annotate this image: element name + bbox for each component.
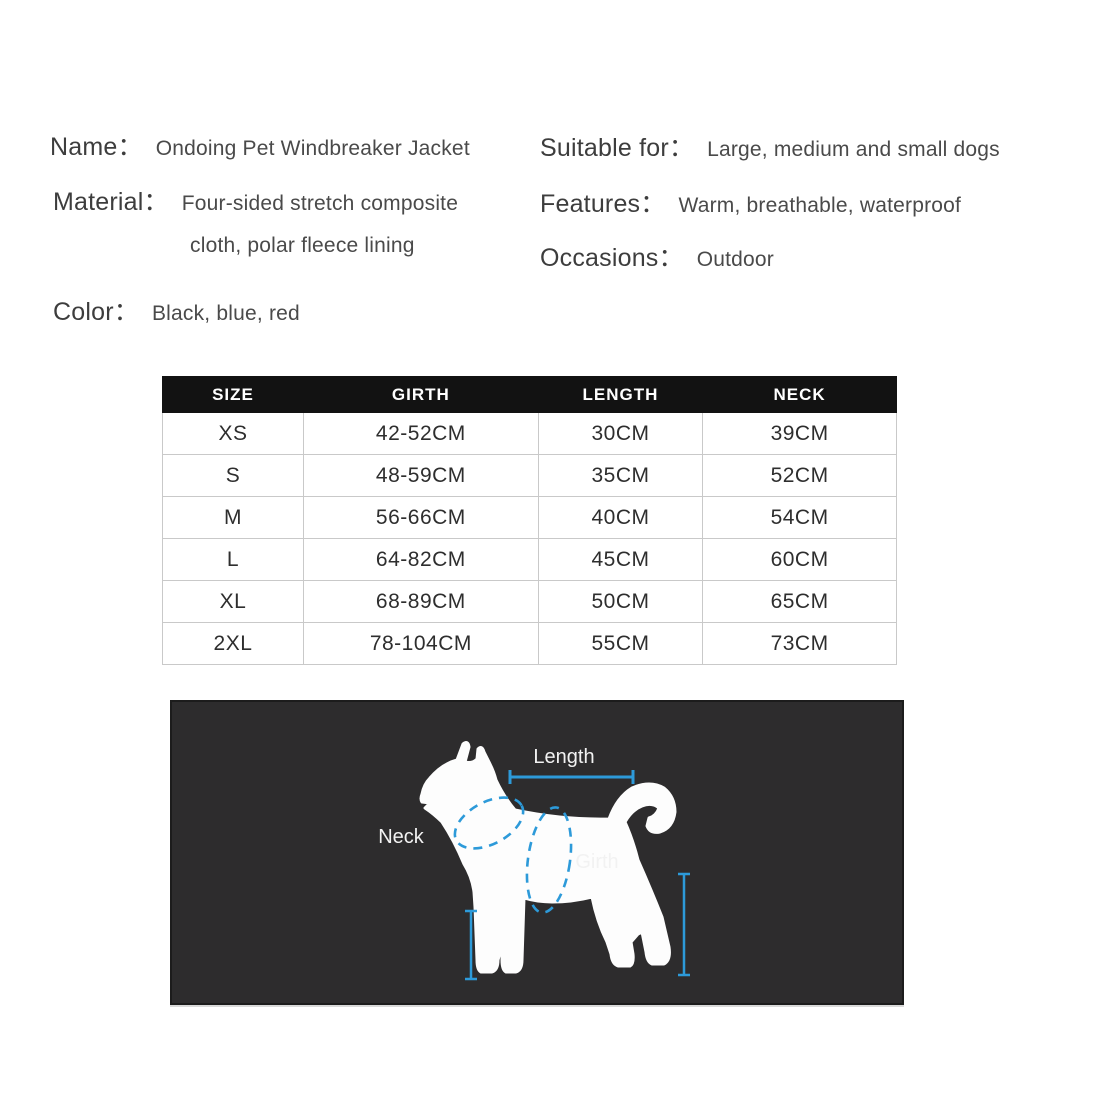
info-line-color: Color： Black, blue, red xyxy=(53,292,300,328)
length-label: Length xyxy=(533,746,594,768)
material-value-line2: cloth, polar fleece lining xyxy=(190,234,415,257)
occasions-value: Outdoor xyxy=(696,248,774,271)
color-label: Color： xyxy=(53,298,139,326)
features-label: Features： xyxy=(540,190,666,218)
header-neck: NECK xyxy=(702,376,897,413)
table-cell: 55CM xyxy=(537,622,704,665)
table-cell: 40CM xyxy=(537,496,704,539)
header-length: LENGTH xyxy=(537,376,704,413)
table-cell: 68-89CM xyxy=(302,580,539,623)
features-value: Warm, breathable, waterproof xyxy=(678,194,962,217)
table-cell: 42-52CM xyxy=(302,412,539,455)
table-cell: 65CM xyxy=(702,580,897,623)
name-value: Ondoing Pet Windbreaker Jacket xyxy=(155,137,470,160)
table-row: M 56-66CM 40CM 54CM xyxy=(162,496,897,539)
size-chart-table: SIZE GIRTH LENGTH NECK XS 42-52CM 30CM 39CM… xyxy=(162,376,897,665)
suitable-label: Suitable for： xyxy=(540,134,695,162)
table-cell: 78-104CM xyxy=(302,622,539,665)
table-cell: 50CM xyxy=(537,580,704,623)
table-cell: S xyxy=(162,454,304,497)
size-table-header: SIZE GIRTH LENGTH NECK xyxy=(162,376,897,413)
table-cell: 2XL xyxy=(162,622,304,665)
table-row: L 64-82CM 45CM 60CM xyxy=(162,538,897,581)
info-line-name: Name： Ondoing Pet Windbreaker Jacket xyxy=(50,127,470,163)
length-measure-line xyxy=(508,770,635,784)
table-cell: M xyxy=(162,496,304,539)
header-size: SIZE xyxy=(162,376,304,413)
table-cell: L xyxy=(162,538,304,581)
info-line-material: Material： Four-sided stretch composite xyxy=(53,182,458,218)
table-cell: 45CM xyxy=(537,538,704,581)
dog-measurement-diagram: Length Neck Girth xyxy=(378,741,690,981)
front-leg-measure-line xyxy=(465,909,477,981)
table-cell: 52CM xyxy=(702,454,897,497)
table-cell: 35CM xyxy=(537,454,704,497)
material-value: Four-sided stretch composite xyxy=(181,192,459,215)
size-diagram-panel: Length Neck Girth xyxy=(170,700,904,1005)
suitable-value: Large, medium and small dogs xyxy=(707,138,1000,161)
table-cell: 56-66CM xyxy=(302,496,539,539)
table-cell: 48-59CM xyxy=(302,454,539,497)
neck-label: Neck xyxy=(378,826,425,848)
info-line-suitable: Suitable for： Large, medium and small do… xyxy=(540,128,1000,164)
header-row: SIZE GIRTH LENGTH NECK xyxy=(162,376,897,413)
table-cell: 54CM xyxy=(702,496,897,539)
size-table-body: XS 42-52CM 30CM 39CM S 48-59CM 35CM 52CM M 56-66C… xyxy=(162,412,897,665)
table-cell: 60CM xyxy=(702,538,897,581)
rear-measure-line xyxy=(678,872,690,977)
table-cell: 64-82CM xyxy=(302,538,539,581)
table-row: S 48-59CM 35CM 52CM xyxy=(162,454,897,497)
header-girth: GIRTH xyxy=(302,376,539,413)
table-row: XS 42-52CM 30CM 39CM xyxy=(162,412,897,455)
dog-silhouette-image xyxy=(419,741,677,974)
table-cell: XS xyxy=(162,412,304,455)
info-line-features: Features： Warm, breathable, waterproof xyxy=(540,184,961,220)
table-row: 2XL 78-104CM 55CM 73CM xyxy=(162,622,897,665)
girth-label: Girth xyxy=(575,851,618,873)
table-cell: 73CM xyxy=(702,622,897,665)
material-label: Material： xyxy=(53,188,169,216)
neck-measure-ellipse xyxy=(453,796,525,850)
occasions-label: Occasions： xyxy=(540,244,684,272)
table-cell: 39CM xyxy=(702,412,897,455)
color-value: Black, blue, red xyxy=(151,302,300,325)
table-row: XL 68-89CM 50CM 65CM xyxy=(162,580,897,623)
table-cell: 30CM xyxy=(537,412,704,455)
info-line-occasions: Occasions： Outdoor xyxy=(540,238,774,274)
girth-measure-ellipse xyxy=(525,806,573,914)
name-label: Name： xyxy=(50,133,143,161)
info-line-material-2: cloth, polar fleece lining xyxy=(190,234,415,258)
table-cell: XL xyxy=(162,580,304,623)
